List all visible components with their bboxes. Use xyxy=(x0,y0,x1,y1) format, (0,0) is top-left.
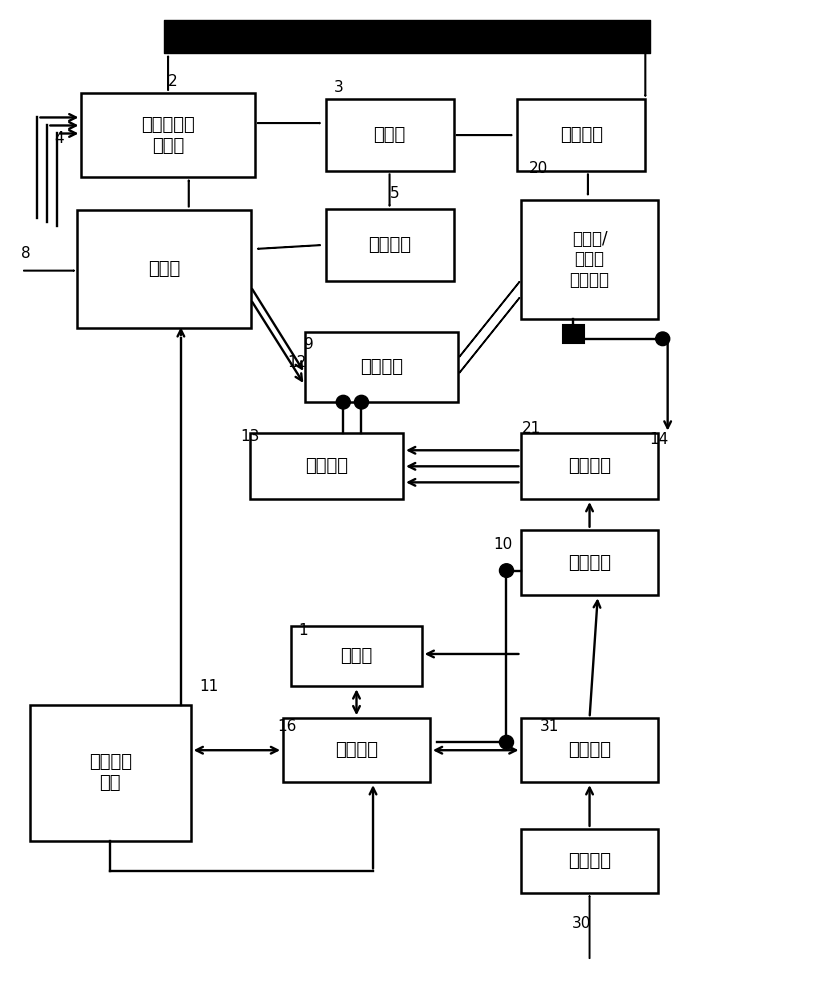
Text: 2: 2 xyxy=(168,74,178,89)
FancyBboxPatch shape xyxy=(250,433,404,499)
Text: 电加热器: 电加热器 xyxy=(305,457,349,475)
FancyBboxPatch shape xyxy=(522,530,658,595)
Text: 充电控制: 充电控制 xyxy=(568,741,611,759)
Text: 1: 1 xyxy=(299,623,309,638)
Text: 11: 11 xyxy=(200,679,219,694)
Text: 热交换器: 热交换器 xyxy=(359,358,403,376)
Text: 12: 12 xyxy=(287,355,306,370)
FancyBboxPatch shape xyxy=(77,210,250,328)
Text: 4: 4 xyxy=(54,131,63,146)
FancyBboxPatch shape xyxy=(522,718,658,782)
Text: 汽化器: 汽化器 xyxy=(148,260,180,278)
FancyBboxPatch shape xyxy=(522,829,658,893)
Circle shape xyxy=(336,395,350,409)
Text: 31: 31 xyxy=(540,719,559,734)
Text: 空调控制
设备: 空调控制 设备 xyxy=(89,753,131,792)
Text: 冷却剂/
冷却剂
热交换器: 冷却剂/ 冷却剂 热交换器 xyxy=(570,230,610,289)
Text: 电蓄能器: 电蓄能器 xyxy=(568,554,611,572)
FancyBboxPatch shape xyxy=(82,93,255,177)
FancyBboxPatch shape xyxy=(291,626,422,686)
Circle shape xyxy=(354,395,369,409)
FancyBboxPatch shape xyxy=(325,99,453,171)
Text: 电网接口: 电网接口 xyxy=(568,852,611,870)
Text: 5: 5 xyxy=(389,186,399,201)
FancyBboxPatch shape xyxy=(305,332,458,402)
FancyBboxPatch shape xyxy=(522,433,658,499)
FancyBboxPatch shape xyxy=(30,705,191,841)
Text: 21: 21 xyxy=(522,421,541,436)
FancyBboxPatch shape xyxy=(518,99,646,171)
FancyBboxPatch shape xyxy=(283,718,430,782)
Text: 30: 30 xyxy=(572,916,591,931)
Circle shape xyxy=(499,564,513,577)
Text: 8: 8 xyxy=(21,246,31,261)
Circle shape xyxy=(656,332,670,346)
Text: 电动冷却剂
压缩机: 电动冷却剂 压缩机 xyxy=(141,116,195,155)
Text: 冷凝器: 冷凝器 xyxy=(374,126,406,144)
FancyBboxPatch shape xyxy=(563,325,584,343)
Text: 热交换器: 热交换器 xyxy=(568,457,611,475)
FancyBboxPatch shape xyxy=(325,209,453,281)
Text: 能量管理: 能量管理 xyxy=(335,741,378,759)
Text: 10: 10 xyxy=(493,537,513,552)
Text: 膨胀机构: 膨胀机构 xyxy=(560,126,603,144)
Text: 9: 9 xyxy=(304,337,314,352)
Text: 3: 3 xyxy=(334,80,343,95)
Text: 膨胀机构: 膨胀机构 xyxy=(368,236,411,254)
Text: 20: 20 xyxy=(528,161,547,176)
Text: 13: 13 xyxy=(240,429,260,444)
FancyBboxPatch shape xyxy=(522,200,658,319)
Text: 16: 16 xyxy=(277,719,296,734)
Text: 电驱动: 电驱动 xyxy=(340,647,373,665)
Circle shape xyxy=(499,735,513,749)
Text: 14: 14 xyxy=(649,432,668,447)
